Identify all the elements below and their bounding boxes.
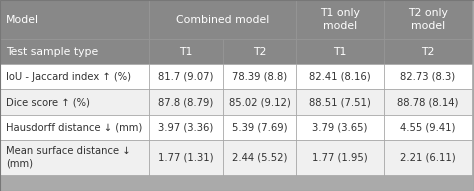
FancyBboxPatch shape bbox=[149, 0, 296, 39]
Text: 82.41 (8.16): 82.41 (8.16) bbox=[309, 72, 371, 82]
FancyBboxPatch shape bbox=[296, 39, 384, 64]
Text: 5.39 (7.69): 5.39 (7.69) bbox=[232, 122, 287, 133]
Text: 2.44 (5.52): 2.44 (5.52) bbox=[232, 152, 287, 162]
FancyBboxPatch shape bbox=[223, 64, 296, 89]
FancyBboxPatch shape bbox=[384, 64, 472, 89]
Text: T1 only
model: T1 only model bbox=[320, 8, 360, 31]
Text: Mean surface distance ↓
(mm): Mean surface distance ↓ (mm) bbox=[6, 146, 130, 169]
FancyBboxPatch shape bbox=[296, 115, 384, 140]
FancyBboxPatch shape bbox=[223, 89, 296, 115]
Text: T1: T1 bbox=[333, 47, 347, 57]
Text: Test sample type: Test sample type bbox=[6, 47, 98, 57]
Text: 1.77 (1.95): 1.77 (1.95) bbox=[312, 152, 368, 162]
Text: T2 only
model: T2 only model bbox=[408, 8, 448, 31]
FancyBboxPatch shape bbox=[384, 39, 472, 64]
Text: 81.7 (9.07): 81.7 (9.07) bbox=[158, 72, 214, 82]
FancyBboxPatch shape bbox=[149, 115, 223, 140]
FancyBboxPatch shape bbox=[149, 39, 223, 64]
FancyBboxPatch shape bbox=[0, 0, 149, 39]
Text: 82.73 (8.3): 82.73 (8.3) bbox=[400, 72, 456, 82]
Text: 1.77 (1.31): 1.77 (1.31) bbox=[158, 152, 214, 162]
Text: 78.39 (8.8): 78.39 (8.8) bbox=[232, 72, 287, 82]
Text: Hausdorff distance ↓ (mm): Hausdorff distance ↓ (mm) bbox=[6, 122, 142, 133]
FancyBboxPatch shape bbox=[0, 39, 149, 64]
Text: Combined model: Combined model bbox=[176, 15, 269, 25]
FancyBboxPatch shape bbox=[0, 115, 149, 140]
FancyBboxPatch shape bbox=[0, 140, 149, 175]
FancyBboxPatch shape bbox=[149, 89, 223, 115]
FancyBboxPatch shape bbox=[296, 140, 384, 175]
FancyBboxPatch shape bbox=[384, 0, 472, 39]
FancyBboxPatch shape bbox=[296, 0, 384, 39]
Text: 3.97 (3.36): 3.97 (3.36) bbox=[158, 122, 214, 133]
FancyBboxPatch shape bbox=[0, 89, 149, 115]
Text: 88.51 (7.51): 88.51 (7.51) bbox=[309, 97, 371, 107]
Text: T1: T1 bbox=[179, 47, 193, 57]
FancyBboxPatch shape bbox=[223, 39, 296, 64]
FancyBboxPatch shape bbox=[384, 115, 472, 140]
FancyBboxPatch shape bbox=[384, 140, 472, 175]
Text: Dice score ↑ (%): Dice score ↑ (%) bbox=[6, 97, 90, 107]
Text: 4.55 (9.41): 4.55 (9.41) bbox=[400, 122, 456, 133]
FancyBboxPatch shape bbox=[149, 64, 223, 89]
Text: 85.02 (9.12): 85.02 (9.12) bbox=[228, 97, 291, 107]
Text: IoU - Jaccard index ↑ (%): IoU - Jaccard index ↑ (%) bbox=[6, 72, 131, 82]
Text: T2: T2 bbox=[421, 47, 435, 57]
Text: 3.79 (3.65): 3.79 (3.65) bbox=[312, 122, 368, 133]
Text: 88.78 (8.14): 88.78 (8.14) bbox=[397, 97, 458, 107]
FancyBboxPatch shape bbox=[0, 64, 149, 89]
Text: T2: T2 bbox=[253, 47, 266, 57]
FancyBboxPatch shape bbox=[149, 140, 223, 175]
FancyBboxPatch shape bbox=[223, 140, 296, 175]
FancyBboxPatch shape bbox=[296, 89, 384, 115]
FancyBboxPatch shape bbox=[296, 64, 384, 89]
Text: Model: Model bbox=[6, 15, 39, 25]
Text: 87.8 (8.79): 87.8 (8.79) bbox=[158, 97, 214, 107]
Text: 2.21 (6.11): 2.21 (6.11) bbox=[400, 152, 456, 162]
FancyBboxPatch shape bbox=[384, 89, 472, 115]
FancyBboxPatch shape bbox=[223, 115, 296, 140]
